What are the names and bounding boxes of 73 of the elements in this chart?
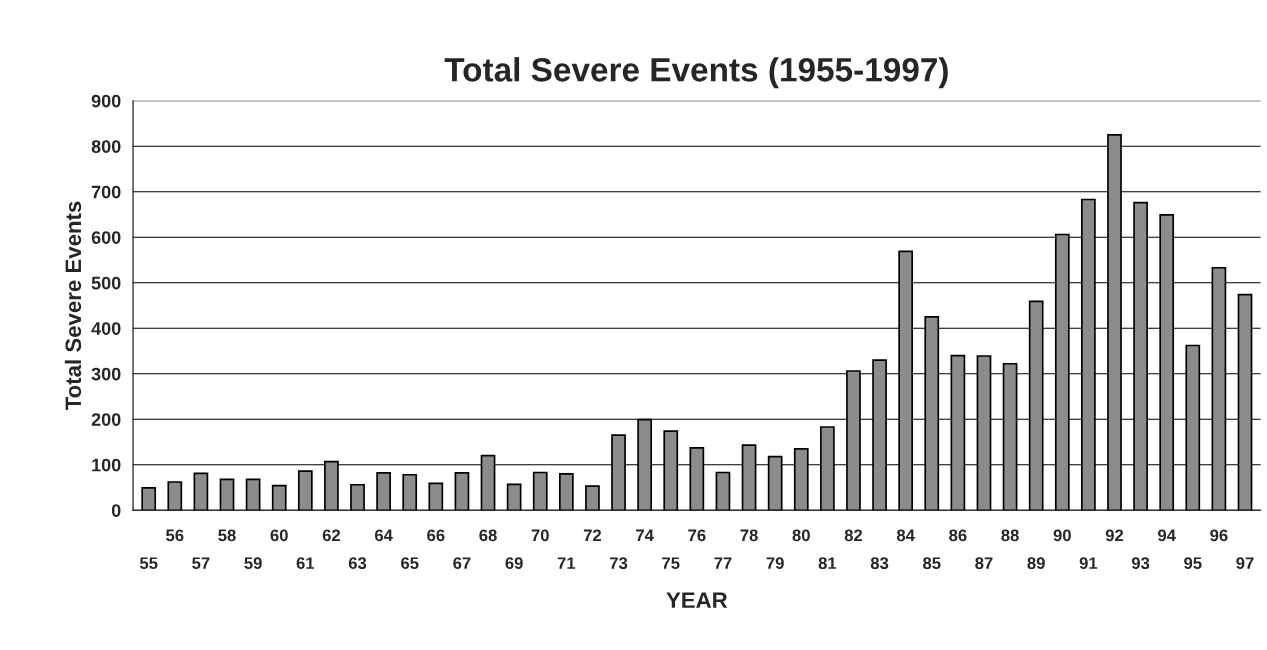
x-tick-label: 88: [1001, 529, 1019, 542]
x-tick-label: 92: [1105, 529, 1124, 542]
x-tick-label: 87: [975, 557, 993, 570]
x-tick-label: 60: [270, 529, 288, 542]
bar: [715, 471, 731, 511]
bar: [271, 484, 287, 511]
x-tick-label: 94: [1158, 529, 1176, 542]
x-tick-label: 86: [949, 529, 967, 542]
y-tick-label: 200: [91, 413, 121, 426]
y-tick-label: 400: [91, 322, 121, 335]
x-tick-label: 81: [818, 557, 837, 570]
x-tick-label: 77: [714, 557, 732, 569]
y-tick-label: 500: [91, 276, 121, 290]
chart-title: Total Severe Events (1955-1997): [444, 57, 948, 89]
bar: [506, 483, 522, 511]
bar: [376, 472, 391, 511]
y-axis-title: Total Severe Events: [64, 201, 82, 411]
bar: [141, 487, 157, 511]
bar: [167, 481, 183, 511]
x-tick-label: 58: [218, 529, 236, 542]
x-tick-label: 97: [1236, 557, 1254, 570]
bar: [532, 471, 548, 511]
x-tick-label: 62: [322, 529, 341, 542]
x-tick-label: 82: [844, 529, 863, 542]
x-tick-label: 80: [792, 529, 810, 542]
x-tick-label: 96: [1210, 529, 1228, 542]
x-tick-label: 74: [636, 529, 654, 542]
bar: [193, 472, 209, 511]
x-tick-label: 84: [896, 529, 915, 542]
bar: [454, 472, 470, 511]
x-axis-title: YEAR: [666, 592, 728, 608]
y-tick-label: 700: [91, 185, 121, 199]
bar: [402, 473, 418, 511]
bar: [350, 483, 365, 511]
y-tick-label: 600: [91, 231, 121, 244]
x-tick-label: 75: [662, 557, 680, 570]
x-tick-label: 72: [583, 529, 602, 542]
x-tick-label: 64: [374, 529, 393, 542]
x-tick-label: 70: [531, 529, 549, 542]
x-tick-label: 65: [401, 557, 419, 570]
x-tick-label: 57: [192, 557, 210, 570]
x-tick-label: 95: [1184, 557, 1202, 570]
y-tick-label: 900: [91, 94, 121, 108]
x-tick-label: 93: [1131, 557, 1150, 570]
x-tick-label: 73: [609, 557, 628, 570]
bar: [558, 473, 574, 511]
x-tick-label: 85: [923, 557, 941, 570]
y-tick-label: 0: [111, 504, 121, 517]
y-tick-label: 100: [92, 458, 121, 472]
x-tick-label: 63: [348, 557, 367, 570]
x-tick-label: 69: [505, 557, 523, 570]
x-tick-label: 59: [244, 557, 262, 570]
x-tick-label: 71: [557, 557, 576, 569]
bar: [585, 485, 600, 511]
bar: [428, 482, 444, 511]
x-tick-label: 78: [740, 529, 758, 542]
x-tick-label: 55: [139, 557, 158, 570]
x-tick-label: 56: [166, 529, 184, 542]
x-tick-label: 68: [479, 529, 497, 542]
y-tick-label: 300: [91, 367, 121, 381]
x-tick-label: 79: [766, 557, 784, 570]
x-tick-label: 90: [1053, 529, 1071, 542]
y-tick-label: 800: [91, 140, 121, 153]
x-tick-label: 61: [296, 557, 315, 570]
x-tick-label: 66: [427, 529, 445, 542]
x-tick-label: 91: [1079, 557, 1098, 570]
x-tick-label: 67: [453, 557, 471, 570]
bar: [245, 478, 261, 511]
x-tick-label: 76: [688, 529, 706, 542]
x-tick-label: 89: [1027, 557, 1045, 570]
bar: [297, 470, 313, 511]
bar: [219, 478, 235, 511]
x-tick-label: 83: [870, 557, 889, 570]
